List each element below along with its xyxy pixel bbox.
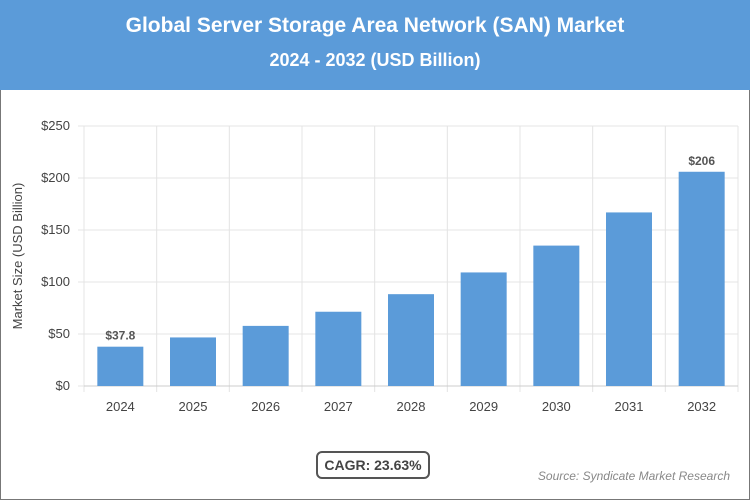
bar-2030 bbox=[533, 245, 580, 386]
x-tick-label: 2032 bbox=[687, 399, 716, 414]
bar-2028 bbox=[388, 294, 434, 386]
y-tick-label: $100 bbox=[41, 274, 70, 289]
bar-2024 bbox=[97, 346, 144, 386]
y-tick-label: $200 bbox=[41, 170, 70, 185]
y-tick-label: $250 bbox=[41, 118, 70, 133]
chart-header: Global Server Storage Area Network (SAN)… bbox=[0, 0, 750, 90]
x-tick-label: 2027 bbox=[324, 399, 353, 414]
x-tick-label: 2031 bbox=[615, 399, 644, 414]
y-tick-label: $150 bbox=[41, 222, 70, 237]
bar-2027 bbox=[315, 311, 362, 386]
bar-2031 bbox=[606, 212, 652, 386]
bar-chart: $0 $50 $100 $150 $200 $250 Market Size (USD Bi… bbox=[10, 118, 739, 414]
x-tick-label: 2030 bbox=[542, 399, 571, 414]
y-tick-label: $50 bbox=[48, 326, 70, 341]
data-label: $206 bbox=[688, 154, 715, 168]
x-tick-label: 2029 bbox=[469, 399, 498, 414]
x-tick-label: 2026 bbox=[251, 399, 280, 414]
bar-2026 bbox=[242, 325, 289, 386]
y-axis-label: Market Size (USD Billion) bbox=[10, 183, 25, 330]
data-label: $37.8 bbox=[105, 329, 135, 343]
bar-2032 bbox=[678, 171, 725, 386]
x-tick-label: 2025 bbox=[179, 399, 208, 414]
bar-2029 bbox=[460, 272, 507, 386]
cagr-badge: CAGR: 23.63% bbox=[316, 451, 430, 479]
y-tick-label: $0 bbox=[56, 378, 70, 393]
bar-2025 bbox=[170, 337, 216, 386]
source-note: Source: Syndicate Market Research bbox=[537, 469, 730, 483]
x-tick-label: 2028 bbox=[397, 399, 426, 414]
chart-title: Global Server Storage Area Network (SAN)… bbox=[125, 14, 625, 37]
chart-subtitle: 2024 - 2032 (USD Billion) bbox=[269, 50, 481, 70]
x-tick-label: 2024 bbox=[106, 399, 135, 414]
